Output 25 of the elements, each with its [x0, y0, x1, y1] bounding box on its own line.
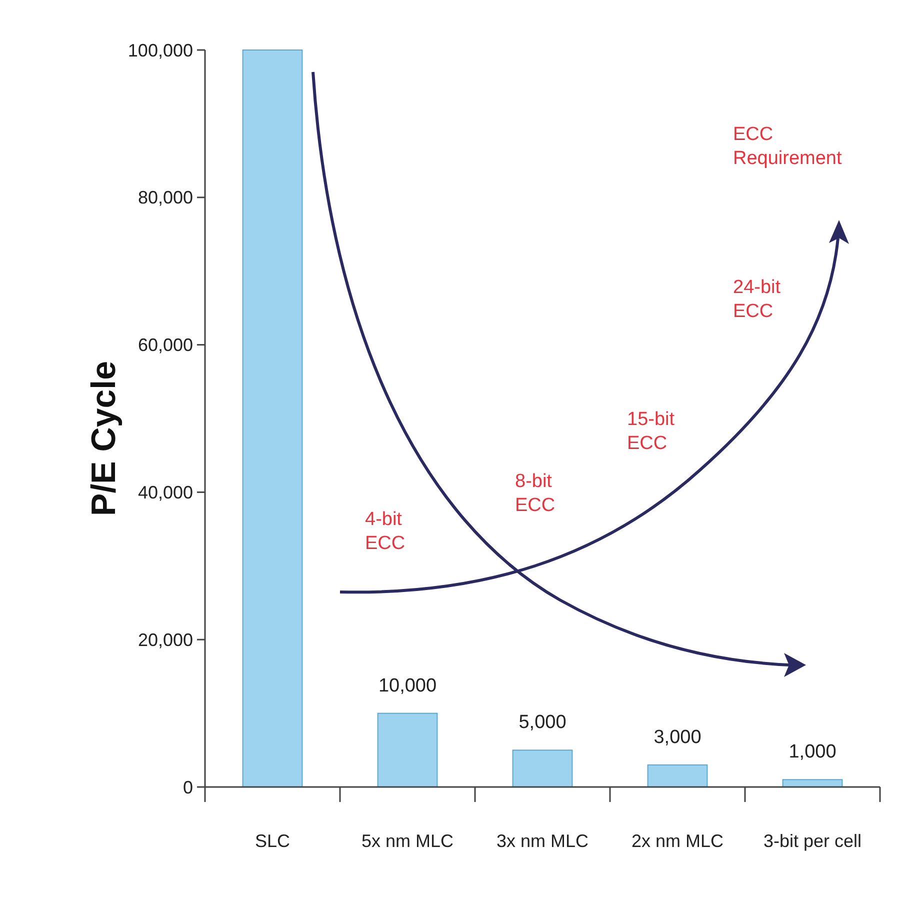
- x-tick-label: 3-bit per cell: [763, 831, 862, 851]
- bar: [647, 764, 708, 788]
- y-tick-label: 20,000: [138, 630, 193, 650]
- bar: [377, 712, 438, 788]
- x-tick-label: 2x nm MLC: [631, 831, 724, 851]
- y-tick-label: 100,000: [128, 40, 193, 60]
- y-tick-label: 80,000: [138, 188, 193, 208]
- annotation: ECC Requirement: [733, 124, 842, 169]
- annotation: 8-bit ECC: [515, 471, 556, 516]
- annotation: 24-bit ECC: [733, 277, 782, 322]
- data-label: 10,000: [378, 675, 437, 696]
- y-axis-title: P/E Cycle: [85, 361, 123, 516]
- annotation: 15-bit ECC: [627, 409, 676, 454]
- y-tick-label: 40,000: [138, 482, 193, 502]
- annotation: 4-bit ECC: [365, 509, 406, 554]
- bar: [242, 50, 303, 788]
- y-tick-label: 0: [182, 777, 193, 798]
- bar: [512, 750, 573, 788]
- x-tick-label: SLC: [254, 831, 290, 851]
- data-label: 3,000: [654, 726, 702, 748]
- x-tick-label: 3x nm MLC: [496, 831, 589, 851]
- data-label: 1,000: [788, 742, 836, 763]
- data-label: 5,000: [518, 712, 566, 734]
- x-tick-label: 5x nm MLC: [361, 831, 454, 851]
- y-tick-label: 60,000: [138, 335, 193, 356]
